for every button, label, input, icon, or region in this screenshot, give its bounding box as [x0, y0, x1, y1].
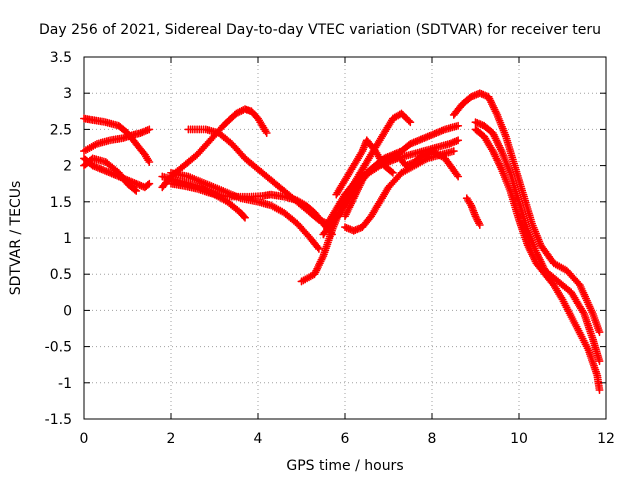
data-series — [80, 89, 604, 394]
x-tick-label: 12 — [597, 431, 615, 447]
y-tick-label: -1 — [58, 376, 72, 392]
y-tick-labels: -1.5 -1 -0.5 0 0.5 1 1.5 2 2.5 3 3.5 — [45, 50, 72, 428]
y-tick-label: 2 — [63, 159, 72, 175]
series-track-8 — [184, 125, 341, 228]
y-tick-label: 2.5 — [50, 122, 72, 138]
y-tick-label: -0.5 — [45, 340, 72, 356]
series-track-14 — [341, 147, 458, 235]
x-tick-label: 10 — [510, 431, 528, 447]
x-tick-label: 0 — [80, 431, 89, 447]
series-track-18 — [471, 125, 604, 394]
y-tick-label: 3 — [63, 86, 72, 102]
x-tick-label: 2 — [167, 431, 176, 447]
y-tick-label: 1.5 — [50, 195, 72, 211]
y-axis-label: SDTVAR / TECUs — [8, 181, 24, 296]
y-tick-label: 1 — [63, 231, 72, 247]
y-tick-label: -1.5 — [45, 412, 72, 428]
x-tick-labels: 0 2 4 6 8 10 12 — [80, 431, 615, 447]
series-track-2 — [80, 125, 154, 156]
series-track-1 — [80, 114, 154, 166]
series-track-15 — [332, 136, 397, 199]
x-tick-label: 4 — [254, 431, 263, 447]
y-tick-label: 0.5 — [50, 267, 72, 283]
series-track-16 — [449, 89, 604, 337]
series-track-9 — [167, 168, 323, 253]
series-track-19 — [462, 194, 484, 229]
x-tick-label: 8 — [428, 431, 437, 447]
series-track-4 — [80, 154, 141, 195]
chart-title: Day 256 of 2021, Sidereal Day-to-day VTE… — [39, 22, 601, 38]
y-tick-label: 0 — [63, 303, 72, 319]
x-axis-label: GPS time / hours — [286, 458, 403, 474]
y-tick-label: 3.5 — [50, 50, 72, 66]
series-track-17 — [471, 118, 604, 366]
x-tick-label: 6 — [341, 431, 350, 447]
